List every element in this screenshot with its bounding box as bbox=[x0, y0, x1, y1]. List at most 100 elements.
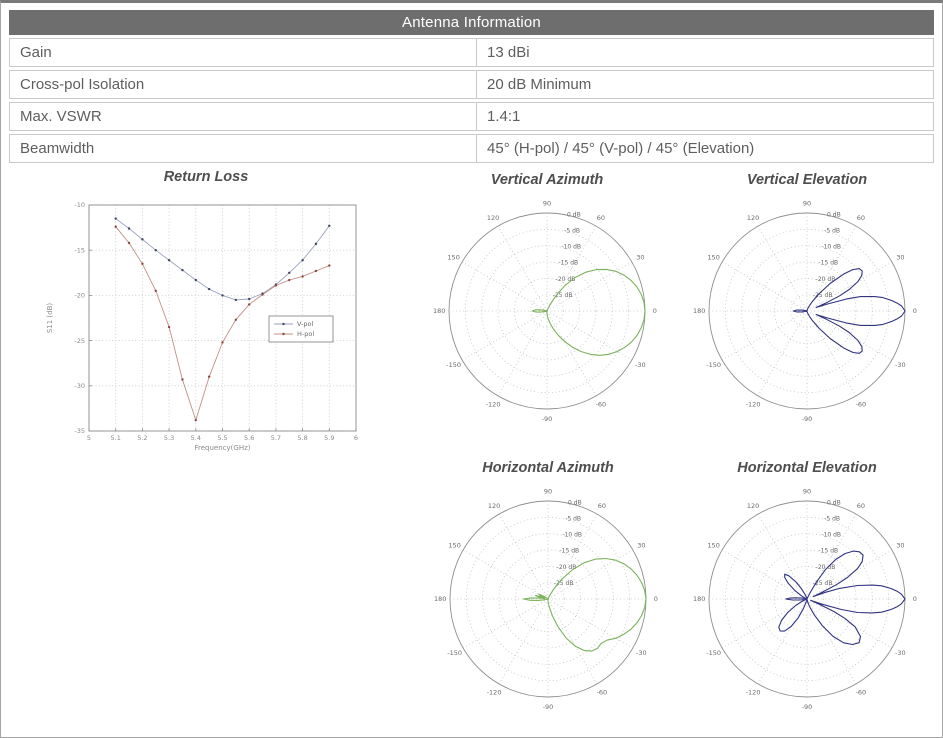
svg-text:-150: -150 bbox=[447, 649, 462, 657]
svg-text:30: 30 bbox=[896, 541, 904, 549]
svg-text:120: 120 bbox=[747, 214, 759, 222]
svg-text:60: 60 bbox=[857, 502, 865, 510]
svg-text:5.1: 5.1 bbox=[111, 434, 121, 442]
svg-text:150: 150 bbox=[707, 253, 719, 261]
row-label: Cross-pol Isolation bbox=[10, 71, 478, 98]
chart-title: Horizontal Elevation bbox=[737, 460, 877, 476]
svg-text:-90: -90 bbox=[543, 703, 554, 711]
svg-text:0: 0 bbox=[653, 307, 657, 315]
table-row: Max. VSWR 1.4:1 bbox=[9, 102, 934, 131]
row-value: 45° (H-pol) / 45° (V-pol) / 45° (Elevati… bbox=[487, 140, 755, 157]
svg-text:-20 dB: -20 dB bbox=[557, 564, 577, 571]
svg-text:-120: -120 bbox=[746, 401, 761, 409]
antenna-info-table: Antenna Information Gain 13 dBi Cross-po… bbox=[9, 10, 934, 163]
svg-text:-25 dB: -25 dB bbox=[813, 580, 833, 587]
svg-text:5.3: 5.3 bbox=[164, 434, 174, 442]
svg-text:5.6: 5.6 bbox=[244, 434, 254, 442]
svg-text:120: 120 bbox=[488, 502, 500, 510]
table-row: Beamwidth 45° (H-pol) / 45° (V-pol) / 45… bbox=[9, 134, 934, 163]
svg-text:120: 120 bbox=[487, 214, 499, 222]
svg-text:0 dB: 0 dB bbox=[827, 499, 841, 506]
svg-text:30: 30 bbox=[636, 253, 644, 261]
svg-text:5.4: 5.4 bbox=[191, 434, 201, 442]
svg-text:-30: -30 bbox=[895, 649, 906, 657]
svg-text:5.8: 5.8 bbox=[297, 434, 307, 442]
svg-text:-150: -150 bbox=[706, 649, 721, 657]
svg-text:-15 dB: -15 dB bbox=[560, 548, 580, 555]
svg-text:90: 90 bbox=[803, 199, 811, 207]
svg-text:-15 dB: -15 dB bbox=[819, 260, 839, 267]
svg-text:0: 0 bbox=[913, 307, 917, 315]
svg-text:30: 30 bbox=[637, 541, 645, 549]
svg-text:30: 30 bbox=[896, 253, 904, 261]
svg-text:-35: -35 bbox=[74, 427, 85, 435]
svg-text:60: 60 bbox=[597, 214, 605, 222]
svg-text:-25: -25 bbox=[74, 337, 85, 345]
svg-text:-5 dB: -5 dB bbox=[824, 228, 840, 235]
svg-text:-20: -20 bbox=[74, 292, 85, 300]
row-label: Beamwidth bbox=[10, 135, 478, 162]
svg-text:6: 6 bbox=[354, 434, 358, 442]
svg-text:-20 dB: -20 dB bbox=[556, 276, 576, 283]
svg-text:-90: -90 bbox=[802, 703, 813, 711]
svg-text:-30: -30 bbox=[895, 361, 906, 369]
vertical-elevation-polar-chart: 0 30 60 90 120 150 180 -150 -120 -90 -60 -30 0 dB -5 … bbox=[693, 199, 917, 423]
figure-horizontal-azimuth: Horizontal Azimuth 0 30 60 90 120 150 180 -150 -… bbox=[428, 459, 668, 721]
figure-return-loss: Return Loss 5 5.1 5.2 5.3 5.4 5.5 5.6 5.7 5.8 5.9… bbox=[36, 168, 376, 452]
svg-text:60: 60 bbox=[598, 502, 606, 510]
return-loss-chart: 5 5.1 5.2 5.3 5.4 5.5 5.6 5.7 5.8 5.9 6 -10 -15 -20 -2… bbox=[46, 201, 358, 452]
svg-text:60: 60 bbox=[857, 214, 865, 222]
chart-title: Vertical Elevation bbox=[746, 172, 868, 188]
svg-text:0 dB: 0 dB bbox=[567, 211, 581, 218]
svg-text:5.2: 5.2 bbox=[137, 434, 147, 442]
row-label: Max. VSWR bbox=[10, 103, 478, 130]
svg-text:-25 dB: -25 dB bbox=[553, 292, 573, 299]
svg-text:-150: -150 bbox=[706, 361, 721, 369]
svg-text:-90: -90 bbox=[542, 415, 553, 423]
svg-text:0 dB: 0 dB bbox=[827, 211, 841, 218]
svg-text:5.9: 5.9 bbox=[324, 434, 334, 442]
svg-text:-5 dB: -5 dB bbox=[565, 516, 581, 523]
svg-text:-25 dB: -25 dB bbox=[813, 292, 833, 299]
svg-text:150: 150 bbox=[447, 253, 459, 261]
svg-text:-10 dB: -10 dB bbox=[821, 532, 841, 539]
svg-text:0 dB: 0 dB bbox=[568, 499, 582, 506]
row-value: 1.4:1 bbox=[487, 108, 521, 125]
svg-text:-20 dB: -20 dB bbox=[816, 276, 836, 283]
row-label: Gain bbox=[10, 39, 478, 66]
horizontal-azimuth-polar-chart: 0 30 60 90 120 150 180 -150 -120 -90 -60 -30 0 dB -5 … bbox=[434, 487, 658, 711]
figure-vertical-elevation: Vertical Elevation 0 30 60 90 120 150 180 -150 -… bbox=[687, 171, 927, 433]
figure-vertical-azimuth: Vertical Azimuth 0 30 60 90 120 150 180 -150 -12… bbox=[427, 171, 667, 433]
svg-text:-10 dB: -10 dB bbox=[561, 244, 581, 251]
svg-text:-25 dB: -25 dB bbox=[554, 580, 574, 587]
svg-text:-10: -10 bbox=[74, 201, 85, 209]
table-row: Cross-pol Isolation 20 dB Minimum bbox=[9, 70, 934, 99]
svg-text:-60: -60 bbox=[596, 401, 607, 409]
chart-title: Vertical Azimuth bbox=[490, 172, 604, 188]
svg-text:-15 dB: -15 dB bbox=[819, 548, 839, 555]
svg-text:-60: -60 bbox=[856, 401, 867, 409]
svg-text:-60: -60 bbox=[856, 689, 867, 697]
svg-text:-20 dB: -20 dB bbox=[816, 564, 836, 571]
svg-text:Frequency(GHz): Frequency(GHz) bbox=[195, 444, 251, 452]
svg-text:-90: -90 bbox=[802, 415, 813, 423]
svg-text:-30: -30 bbox=[636, 649, 647, 657]
svg-text:180: 180 bbox=[434, 595, 446, 603]
svg-text:-120: -120 bbox=[487, 689, 502, 697]
svg-text:-120: -120 bbox=[746, 689, 761, 697]
svg-text:150: 150 bbox=[448, 541, 460, 549]
svg-text:-15: -15 bbox=[74, 246, 85, 254]
svg-text:-60: -60 bbox=[597, 689, 608, 697]
svg-text:-10 dB: -10 dB bbox=[562, 532, 582, 539]
svg-text:5: 5 bbox=[87, 434, 91, 442]
svg-text:5.5: 5.5 bbox=[217, 434, 227, 442]
svg-text:5.7: 5.7 bbox=[271, 434, 281, 442]
svg-text:-30: -30 bbox=[635, 361, 646, 369]
svg-text:V-pol: V-pol bbox=[297, 320, 314, 328]
svg-text:180: 180 bbox=[693, 595, 705, 603]
svg-text:120: 120 bbox=[747, 502, 759, 510]
svg-text:S11 (dB): S11 (dB) bbox=[46, 303, 54, 334]
chart-title: Return Loss bbox=[163, 169, 249, 185]
svg-text:90: 90 bbox=[544, 487, 552, 495]
